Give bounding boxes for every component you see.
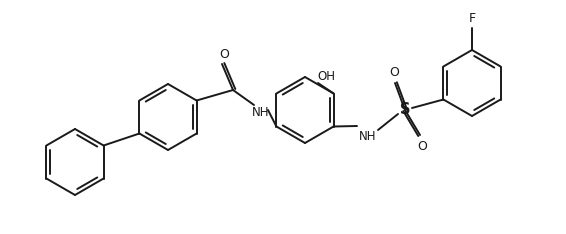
Text: NH: NH xyxy=(359,129,377,143)
Text: OH: OH xyxy=(317,69,335,83)
Text: S: S xyxy=(400,102,410,117)
Text: O: O xyxy=(219,48,229,61)
Text: F: F xyxy=(469,11,475,25)
Text: O: O xyxy=(417,139,427,153)
Text: NH: NH xyxy=(252,106,270,118)
Text: O: O xyxy=(389,66,399,80)
